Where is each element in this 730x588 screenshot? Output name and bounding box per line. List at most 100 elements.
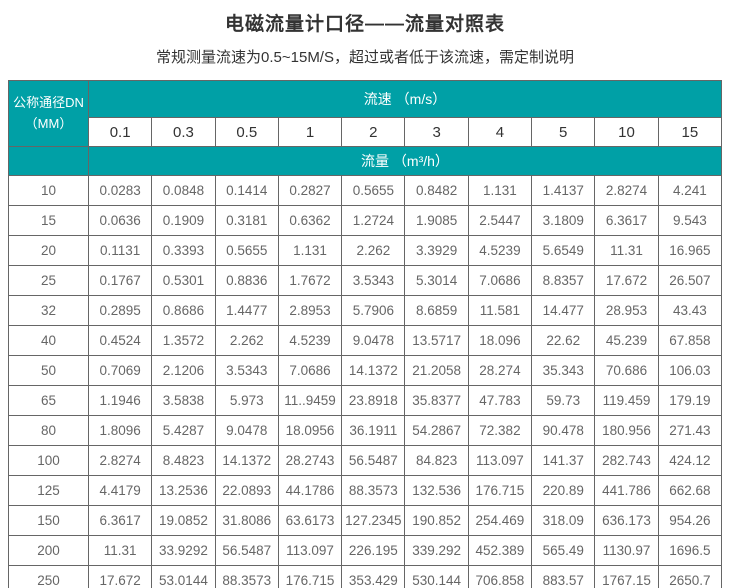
flow-cell: 0.0636 [87, 205, 153, 236]
flow-cell: 0.2895 [87, 295, 153, 326]
velocity-value: 10 [594, 117, 659, 147]
flow-cell: 954.26 [657, 505, 723, 536]
flow-cell: 254.469 [467, 505, 533, 536]
flow-cell: 5.7906 [341, 295, 406, 326]
table-row: 250 17.672 53.0144 88.3573 176.715 353.429 530… [8, 565, 723, 588]
velocity-value: 0.5 [214, 117, 279, 147]
flow-cell: 0.5655 [214, 235, 279, 266]
flow-cell: 54.2867 [404, 415, 469, 446]
table-row: 80 1.8096 5.4287 9.0478 18.0956 36.1911 54.286… [8, 415, 723, 446]
flow-cell: 113.097 [467, 445, 533, 476]
flow-cell: 636.173 [594, 505, 659, 536]
flow-cell: 0.6362 [277, 205, 343, 236]
flow-cell: 33.9292 [151, 535, 216, 566]
flow-cell: 11.581 [467, 295, 533, 326]
flow-cell: 35.343 [531, 355, 596, 386]
flow-cell: 2.5447 [467, 205, 533, 236]
flow-cell: 190.852 [404, 505, 469, 536]
flow-cell: 141.37 [531, 445, 596, 476]
flow-cell: 1.131 [467, 175, 533, 206]
flow-cell: 1130.97 [594, 535, 659, 566]
dn-cell: 40 [8, 325, 89, 356]
flow-cell: 3.3929 [404, 235, 469, 266]
corner-header-line2: （MM） [24, 115, 73, 131]
dn-cell: 200 [8, 535, 89, 566]
flow-cell: 0.7069 [87, 355, 153, 386]
flow-cell: 176.715 [467, 475, 533, 506]
flow-cell: 119.459 [594, 385, 659, 416]
flow-cell: 5.3014 [404, 265, 469, 296]
velocity-value: 1 [277, 117, 343, 147]
flow-cell: 180.956 [594, 415, 659, 446]
table-body: 10 0.0283 0.0848 0.1414 0.2827 0.5655 0.8482 1.… [8, 175, 723, 588]
flow-cell: 179.19 [657, 385, 723, 416]
flow-cell: 13.5717 [404, 325, 469, 356]
flow-cell: 3.1809 [531, 205, 596, 236]
dn-cell: 32 [8, 295, 89, 326]
flow-cell: 1.8096 [87, 415, 153, 446]
flow-cell: 441.786 [594, 475, 659, 506]
flow-cell: 0.1909 [151, 205, 216, 236]
flow-cell: 0.4524 [87, 325, 153, 356]
flow-cell: 4.5239 [467, 235, 533, 266]
flow-cell: 3.5343 [214, 355, 279, 386]
table-row: 200 11.31 33.9292 56.5487 113.097 226.195 339.… [8, 535, 723, 566]
flow-cell: 13.2536 [151, 475, 216, 506]
flow-cell: 59.73 [531, 385, 596, 416]
flow-cell: 6.3617 [594, 205, 659, 236]
flow-cell: 14.1372 [341, 355, 406, 386]
flow-cell: 282.743 [594, 445, 659, 476]
flow-cell: 9.0478 [341, 325, 406, 356]
flow-cell: 23.8918 [341, 385, 406, 416]
flow-cell: 28.953 [594, 295, 659, 326]
velocity-value: 4 [467, 117, 533, 147]
flow-cell: 53.0144 [151, 565, 216, 588]
flow-cell: 4.5239 [277, 325, 343, 356]
flow-cell: 21.2058 [404, 355, 469, 386]
flow-cell: 9.543 [657, 205, 723, 236]
velocity-value: 2 [341, 117, 406, 147]
dn-cell: 100 [8, 445, 89, 476]
dn-cell: 80 [8, 415, 89, 446]
corner-header: 公称通径DN （MM） [8, 80, 89, 147]
table-row: 65 1.1946 3.5838 5.973 11..9459 23.8918 35.837… [8, 385, 723, 416]
velocity-values-row: 0.1 0.3 0.5 1 2 3 4 5 10 15 [9, 117, 723, 147]
flow-cell: 127.2345 [341, 505, 406, 536]
flow-cell: 18.0956 [277, 415, 343, 446]
flow-cell: 9.0478 [214, 415, 279, 446]
flow-cell: 8.8357 [531, 265, 596, 296]
velocity-value: 15 [657, 117, 723, 147]
table-row: 25 0.1767 0.5301 0.8836 1.7672 3.5343 5.3014 7.… [8, 265, 723, 296]
flow-cell: 56.5487 [214, 535, 279, 566]
corner-empty-cell [8, 146, 89, 176]
flow-cell: 2650.7 [657, 565, 723, 588]
flow-cell: 31.8086 [214, 505, 279, 536]
dn-cell: 20 [8, 235, 89, 266]
flow-cell: 0.8686 [151, 295, 216, 326]
flow-cell: 28.274 [467, 355, 533, 386]
flow-cell: 3.5343 [341, 265, 406, 296]
flow-cell: 70.686 [594, 355, 659, 386]
flow-cell: 8.6859 [404, 295, 469, 326]
flow-cell: 3.5838 [151, 385, 216, 416]
flow-cell: 1.4137 [531, 175, 596, 206]
flow-cell: 0.8836 [214, 265, 279, 296]
flow-cell: 4.241 [657, 175, 723, 206]
flow-cell: 5.6549 [531, 235, 596, 266]
flow-cell: 424.12 [657, 445, 723, 476]
flow-cell: 45.239 [594, 325, 659, 356]
flow-cell: 14.1372 [214, 445, 279, 476]
table-row: 100 2.8274 8.4823 14.1372 28.2743 56.5487 84.8… [8, 445, 723, 476]
page: 电磁流量计口径——流量对照表 常规测量流速为0.5~15M/S，超过或者低于该流… [0, 9, 730, 588]
flow-cell: 5.4287 [151, 415, 216, 446]
flow-cell: 88.3573 [214, 565, 279, 588]
flow-cell: 5.973 [214, 385, 279, 416]
page-subtitle: 常规测量流速为0.5~15M/S，超过或者低于该流速，需定制说明 [156, 49, 574, 66]
table-row: 125 4.4179 13.2536 22.0893 44.1786 88.3573 132… [8, 475, 723, 506]
flow-cell: 883.57 [531, 565, 596, 588]
flow-cell: 1.3572 [151, 325, 216, 356]
flow-cell: 0.3393 [151, 235, 216, 266]
dn-cell: 65 [8, 385, 89, 416]
flow-cell: 706.858 [467, 565, 533, 588]
flow-cell: 35.8377 [404, 385, 469, 416]
